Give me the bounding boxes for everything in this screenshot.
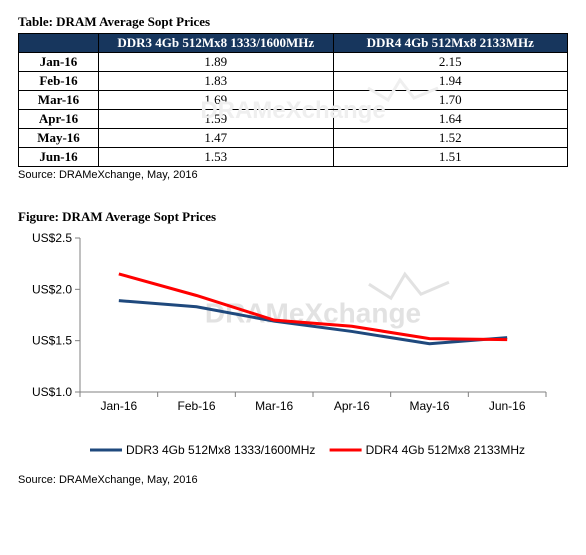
y-tick-label: US$2.5 — [32, 231, 72, 245]
table-row: Jun-161.531.51 — [19, 148, 568, 167]
cell-value: 1.83 — [99, 72, 334, 91]
cell-value: 1.59 — [99, 110, 334, 129]
x-tick-label: Mar-16 — [255, 399, 293, 413]
cell-value: 1.51 — [333, 148, 568, 167]
cell-month: Jun-16 — [19, 148, 99, 167]
chart-title: Figure: DRAM Average Sopt Prices — [18, 209, 568, 225]
cell-value: 1.64 — [333, 110, 568, 129]
table-row: Jan-161.892.15 — [19, 53, 568, 72]
cell-value: 1.53 — [99, 148, 334, 167]
y-tick-label: US$1.5 — [32, 334, 72, 348]
cell-month: Jan-16 — [19, 53, 99, 72]
th-ddr4: DDR4 4Gb 512Mx8 2133MHz — [333, 34, 568, 53]
legend-label: DDR4 4Gb 512Mx8 2133MHz — [366, 443, 525, 457]
th-blank — [19, 34, 99, 53]
table-row: May-161.471.52 — [19, 129, 568, 148]
table-header-row: DDR3 4Gb 512Mx8 1333/1600MHz DDR4 4Gb 51… — [19, 34, 568, 53]
table-row: Mar-161.691.70 — [19, 91, 568, 110]
cell-value: 2.15 — [333, 53, 568, 72]
x-tick-label: May-16 — [409, 399, 449, 413]
cell-value: 1.47 — [99, 129, 334, 148]
cell-month: Mar-16 — [19, 91, 99, 110]
cell-month: May-16 — [19, 129, 99, 148]
table-title: Table: DRAM Average Sopt Prices — [18, 14, 568, 30]
cell-value: 1.94 — [333, 72, 568, 91]
cell-value: 1.52 — [333, 129, 568, 148]
x-tick-label: Feb-16 — [177, 399, 215, 413]
line-chart: DRAMeXchangeUS$1.0US$1.5US$2.0US$2.5Jan-… — [18, 228, 558, 468]
legend-label: DDR3 4Gb 512Mx8 1333/1600MHz — [126, 443, 315, 457]
cell-month: Apr-16 — [19, 110, 99, 129]
table-row: Apr-161.591.64 — [19, 110, 568, 129]
x-tick-label: Jun-16 — [489, 399, 526, 413]
x-tick-label: Jan-16 — [100, 399, 137, 413]
cell-value: 1.89 — [99, 53, 334, 72]
x-tick-label: Apr-16 — [334, 399, 370, 413]
table-source: Source: DRAMeXchange, May, 2016 — [18, 169, 568, 181]
chart-source: Source: DRAMeXchange, May, 2016 — [18, 474, 568, 486]
price-table: DDR3 4Gb 512Mx8 1333/1600MHz DDR4 4Gb 51… — [18, 33, 568, 167]
table-row: Feb-161.831.94 — [19, 72, 568, 91]
cell-value: 1.69 — [99, 91, 334, 110]
y-tick-label: US$1.0 — [32, 385, 72, 399]
cell-month: Feb-16 — [19, 72, 99, 91]
y-tick-label: US$2.0 — [32, 282, 72, 296]
cell-value: 1.70 — [333, 91, 568, 110]
th-ddr3: DDR3 4Gb 512Mx8 1333/1600MHz — [99, 34, 334, 53]
